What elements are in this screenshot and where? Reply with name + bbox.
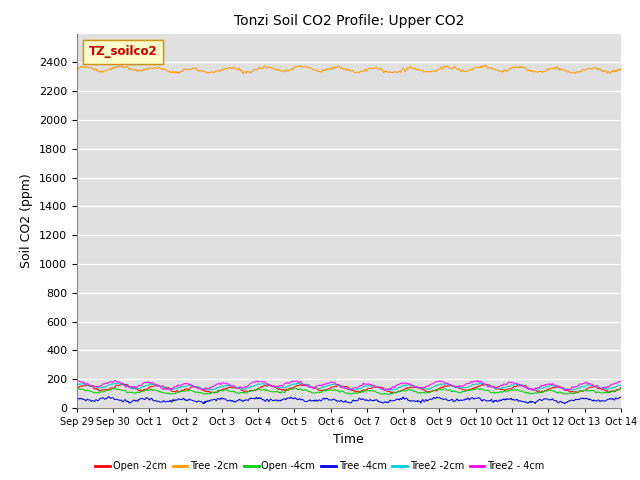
Title: Tonzi Soil CO2 Profile: Upper CO2: Tonzi Soil CO2 Profile: Upper CO2: [234, 14, 464, 28]
Legend: TZ_soilco2: TZ_soilco2: [83, 39, 163, 64]
Legend: Open -2cm, Tree -2cm, Open -4cm, Tree -4cm, Tree2 -2cm, Tree2 - 4cm: Open -2cm, Tree -2cm, Open -4cm, Tree -4…: [92, 457, 548, 475]
Y-axis label: Soil CO2 (ppm): Soil CO2 (ppm): [20, 173, 33, 268]
X-axis label: Time: Time: [333, 432, 364, 445]
